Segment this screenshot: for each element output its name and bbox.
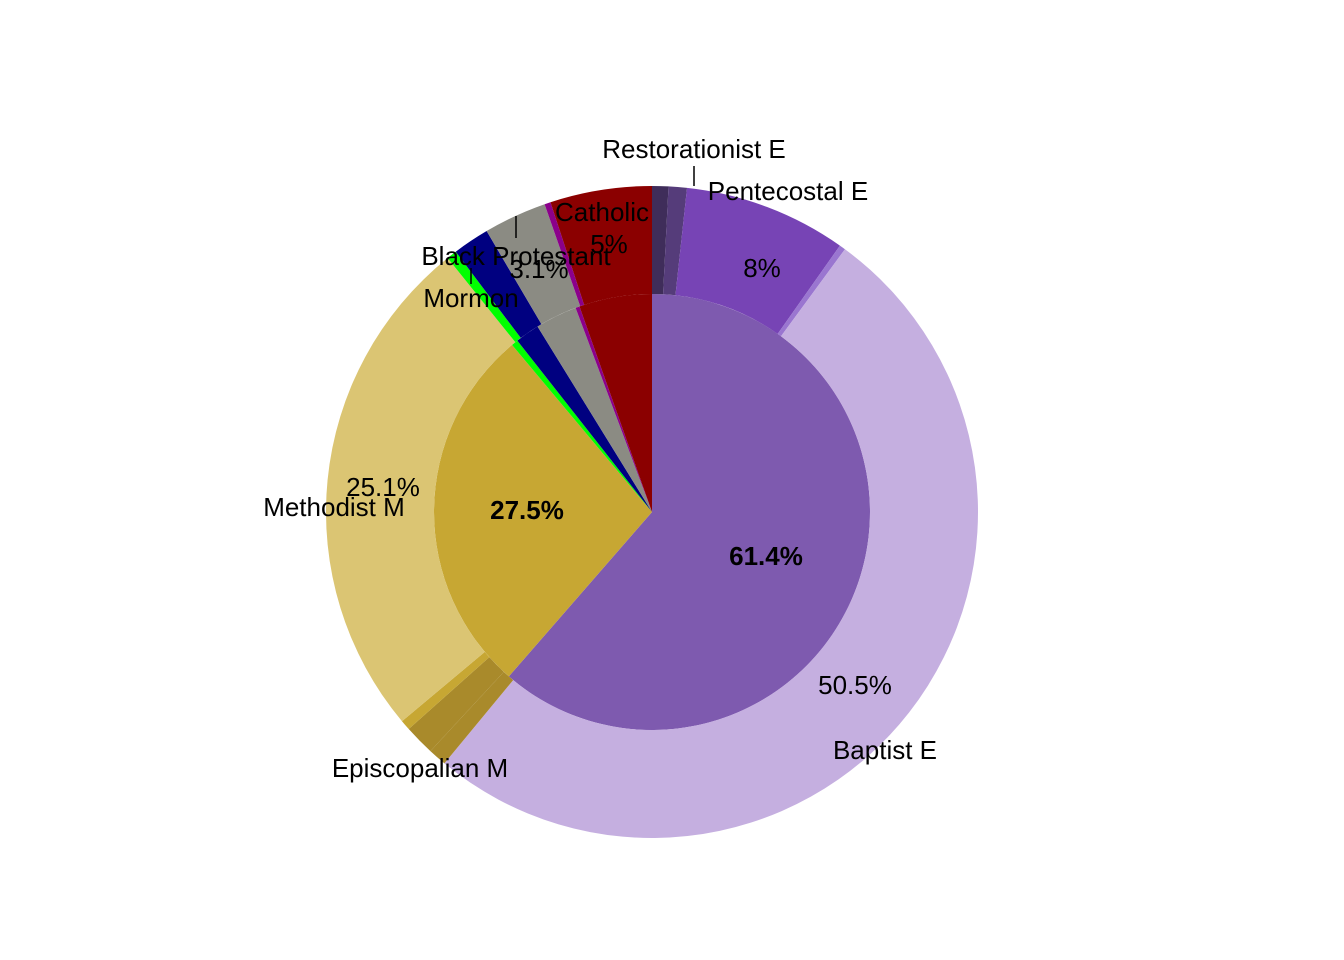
- inner-slice-4: [537, 307, 652, 512]
- outer-name-mormon: Mormon: [423, 283, 518, 313]
- outer-slice-catholic: [550, 186, 652, 305]
- chart-labels: 61.4% 27.5% 8% 50.5% 25.1% 3.1% 5% Restorationi…: [263, 134, 937, 783]
- outer-slice-3: [777, 245, 845, 337]
- outer-name-pentecostal: Pentecostal E: [708, 176, 868, 206]
- outer-name-episcopalian: Episcopalian M: [332, 753, 508, 783]
- inner-slice-2: [511, 340, 652, 512]
- outer-slice-pentecostal-e: [675, 187, 840, 334]
- outer-ring: [326, 186, 979, 839]
- outer-label-baptist-pct: 50.5%: [818, 670, 892, 700]
- outer-slice-7: [401, 651, 490, 730]
- inner-slice-1: [433, 344, 652, 677]
- outer-label-catholic-pct: 5%: [590, 229, 628, 259]
- outer-slice-5: [430, 671, 514, 764]
- outer-slice-1: [663, 186, 688, 296]
- outer-name-restorationist: Restorationist E: [602, 134, 786, 164]
- leader-lines: [470, 166, 695, 284]
- inner-ring: [433, 294, 870, 730]
- outer-label-pentecostal-pct: 8%: [743, 253, 781, 283]
- outer-slice-baptist-e: [444, 249, 979, 839]
- outer-name-baptist: Baptist E: [833, 735, 937, 765]
- outer-slice-mormon: [447, 251, 521, 343]
- outer-name-black-protestant: Black Protestant: [421, 241, 611, 271]
- outer-label-methodist-pct: 25.1%: [346, 472, 420, 502]
- outer-label-3-1-pct: 3.1%: [509, 254, 568, 284]
- outer-slice-12: [544, 202, 585, 307]
- outer-slice-episcopalian-m: [408, 657, 504, 752]
- outer-slice-black-protestant: [455, 231, 542, 338]
- outer-slice-methodist-m: [326, 258, 516, 722]
- outer-slice-restorationist-e: [652, 186, 669, 295]
- outer-name-methodist: Methodist M: [263, 492, 405, 522]
- inner-slice-3: [517, 326, 652, 512]
- inner-label-0: 61.4%: [729, 541, 803, 571]
- inner-label-1: 27.5%: [490, 495, 564, 525]
- inner-slice-0: [508, 294, 870, 730]
- outer-name-catholic: Catholic: [555, 197, 649, 227]
- inner-slice-6: [579, 294, 652, 512]
- inner-slice-5: [575, 306, 652, 512]
- outer-slice-11: [486, 204, 581, 325]
